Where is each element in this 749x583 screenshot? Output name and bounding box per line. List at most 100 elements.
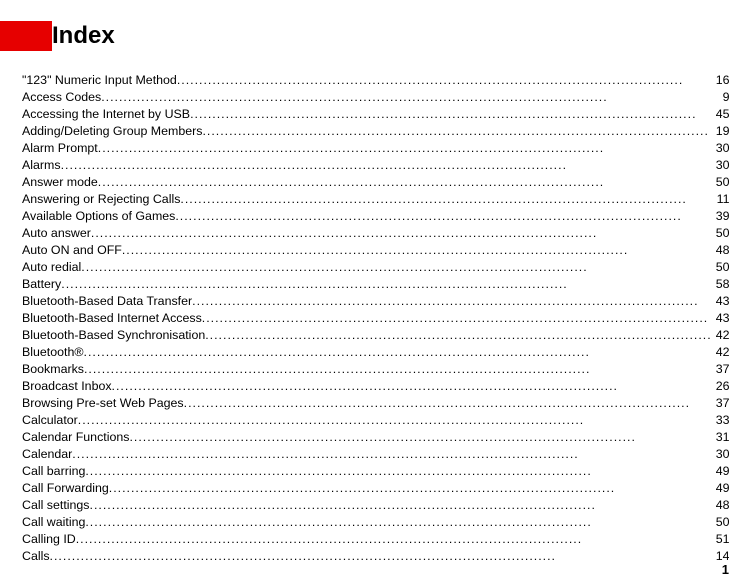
index-entry-page: 50 <box>712 514 730 531</box>
index-entry-page: 49 <box>712 463 730 480</box>
index-entry-page: 43 <box>712 293 730 310</box>
index-entry-page: 48 <box>712 497 730 514</box>
index-entry-label: Alarm Prompt <box>22 140 98 157</box>
index-leader-dots <box>101 89 718 106</box>
index-leader-dots <box>175 208 711 225</box>
index-leader-dots <box>112 378 712 395</box>
index-leader-dots <box>129 429 711 446</box>
index-entry-page: 26 <box>712 378 730 395</box>
index-leader-dots <box>72 446 711 463</box>
index-entry: Calendar30 <box>22 446 729 463</box>
index-entry: Calls14 <box>22 548 729 565</box>
index-entry-label: Bluetooth-Based Synchronisation <box>22 327 205 344</box>
index-entry-page: 37 <box>712 361 730 378</box>
index-entry: Call settings 48 <box>22 497 729 514</box>
index-entry-page: 58 <box>712 276 730 293</box>
index-leader-dots <box>122 242 712 259</box>
index-entry: Bluetooth-Based Data Transfer 43 <box>22 293 729 310</box>
index-entry-label: Bluetooth-Based Internet Access <box>22 310 202 327</box>
index-entry-page: 16 <box>712 72 730 89</box>
index-entry-label: Call Forwarding <box>22 480 109 497</box>
index-entry-page: 51 <box>712 531 730 548</box>
index-entry-label: Bluetooth® <box>22 344 84 361</box>
index-entry: Call barring 49 <box>22 463 729 480</box>
index-entry: Alarms30 <box>22 157 729 174</box>
index-entry: Bluetooth® 42 <box>22 344 729 361</box>
index-leader-dots <box>180 191 712 208</box>
index-entry-page: 50 <box>712 259 730 276</box>
index-entry-label: Call barring <box>22 463 85 480</box>
index-entry-page: 42 <box>712 344 730 361</box>
index-entry: Answering or Rejecting Calls11 <box>22 191 729 208</box>
index-entry-label: Auto redial <box>22 259 81 276</box>
index-leader-dots <box>177 72 712 89</box>
index-entry-page: 9 <box>719 89 730 106</box>
index-entry-label: Answer mode <box>22 174 98 191</box>
index-entry-page: 19 <box>712 123 730 140</box>
index-leader-dots <box>84 344 712 361</box>
index-entry-label: Available Options of Games <box>22 208 175 225</box>
index-leader-dots <box>78 412 712 429</box>
accent-block <box>0 21 52 51</box>
index-entry-page: 33 <box>712 412 730 429</box>
index-leader-dots <box>98 174 712 191</box>
index-entry-label: Bookmarks <box>22 361 84 378</box>
index-entry-page: 37 <box>712 395 730 412</box>
index-entry: Auto answer50 <box>22 225 729 242</box>
index-leader-dots <box>90 497 712 514</box>
index-entry: Alarm Prompt 30 <box>22 140 729 157</box>
index-leader-dots <box>85 514 711 531</box>
index-entry: Broadcast Inbox 26 <box>22 378 729 395</box>
index-leader-dots <box>61 276 711 293</box>
index-entry-page: 42 <box>712 327 730 344</box>
index-entry: Auto redial 50 <box>22 259 729 276</box>
index-leader-dots <box>91 225 712 242</box>
index-entry: Access Codes 9 <box>22 89 729 106</box>
index-entry-label: Alarms <box>22 157 61 174</box>
index-entry-page: 39 <box>712 208 730 225</box>
index-leader-dots <box>202 310 712 327</box>
index-entry: Accessing the Internet by USB 45 <box>22 106 729 123</box>
index-entry-label: Calculator <box>22 412 78 429</box>
index-entry-page: 50 <box>712 174 730 191</box>
index-entry-label: Access Codes <box>22 89 101 106</box>
index-leader-dots <box>85 463 711 480</box>
index-entry: Auto ON and OFF 48 <box>22 242 729 259</box>
index-leader-dots <box>109 480 712 497</box>
index-entry: "123" Numeric Input Method 16 <box>22 72 729 89</box>
index-entry-label: Calendar Functions <box>22 429 129 446</box>
index-entry-page: 45 <box>712 106 730 123</box>
index-entry-label: Accessing the Internet by USB <box>22 106 190 123</box>
index-leader-dots <box>61 157 712 174</box>
index-entry: Bluetooth-Based Internet Access43 <box>22 310 729 327</box>
index-entry-label: Call settings <box>22 497 90 514</box>
page-title: Index <box>52 22 115 50</box>
index-entry: Battery 58 <box>22 276 729 293</box>
index-entry-label: Auto ON and OFF <box>22 242 122 259</box>
index-entry: Answer mode 50 <box>22 174 729 191</box>
index-leader-dots <box>202 123 711 140</box>
index-entry-label: Calls <box>22 548 50 565</box>
page-number: 1 <box>722 562 729 577</box>
index-entry-label: "123" Numeric Input Method <box>22 72 177 89</box>
index-entry-page: 31 <box>712 429 730 446</box>
index-entry-label: Bluetooth-Based Data Transfer <box>22 293 192 310</box>
index-entry-label: Calendar <box>22 446 72 463</box>
index-entry: Available Options of Games 39 <box>22 208 729 225</box>
index-entry: Bookmarks 37 <box>22 361 729 378</box>
index-leader-dots <box>81 259 711 276</box>
index-entry-label: Battery <box>22 276 61 293</box>
index-entry-label: Answering or Rejecting Calls <box>22 191 180 208</box>
index-entry: Adding/Deleting Group Members19 <box>22 123 729 140</box>
index-entry: Bluetooth-Based Synchronisation 42 <box>22 327 729 344</box>
index-entry: Calculator 33 <box>22 412 729 429</box>
index-entry: Call Forwarding49 <box>22 480 729 497</box>
index-leader-dots <box>184 395 712 412</box>
index-leader-dots <box>190 106 712 123</box>
index-entry-label: Broadcast Inbox <box>22 378 112 395</box>
index-entry: Call waiting50 <box>22 514 729 531</box>
index-leader-dots <box>76 531 712 548</box>
index-entry-page: 30 <box>712 140 730 157</box>
index-entry-page: 48 <box>712 242 730 259</box>
index-entry-label: Auto answer <box>22 225 91 242</box>
